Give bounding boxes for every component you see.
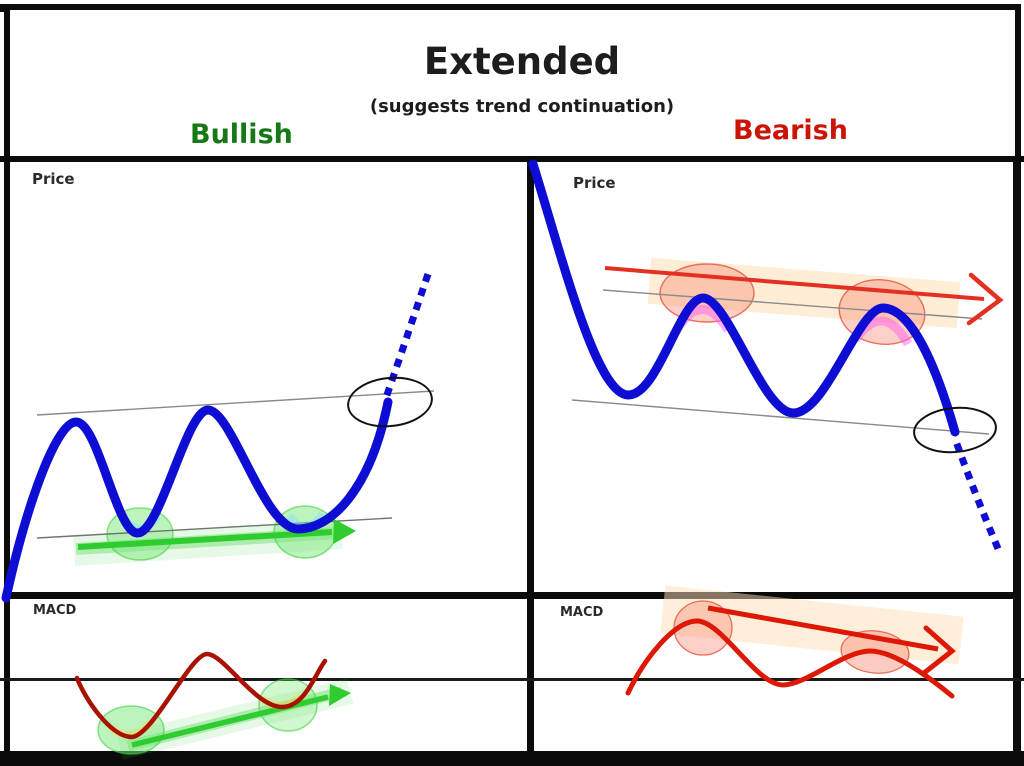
bullish-macd-panel: [74, 651, 354, 760]
bullish-price-panel: [1, 272, 435, 603]
header-bottom-divider: [0, 156, 1024, 162]
bearish-macd-panel: [625, 585, 964, 699]
bearish-breakdown-circle: [913, 406, 997, 454]
bullish-price-panel-label: Price: [32, 170, 75, 188]
bullish-support-arrowhead: [333, 519, 356, 544]
frame-right-bar: [1013, 4, 1021, 751]
macd-bullish-arrowhead: [329, 684, 351, 706]
bullish-continuation-dotted-line: [383, 272, 432, 397]
bullish-support-arrow: [77, 529, 333, 550]
bearish-price-panel-label: Price: [573, 174, 616, 192]
support-trendline: [36, 517, 393, 539]
bullish-breakout-circle: [347, 376, 433, 428]
resistance-trendline: [36, 390, 435, 416]
price-macd-divider: [4, 592, 1021, 599]
bearish-resistance-gray-line: [602, 289, 983, 320]
price-curve-bullish: [1, 397, 393, 603]
macd-zero-line: [0, 678, 1024, 681]
frame-left-bar: [4, 150, 10, 751]
price-curve-bearish: [528, 159, 960, 437]
header-section: Extended (suggests trend continuation): [4, 4, 1021, 162]
bearish-macd-panel-label: MACD: [560, 605, 604, 620]
macd-curve-bearish: [625, 618, 955, 699]
bearish-resistance-arrowhead: [966, 272, 1004, 326]
frame-bottom-bar: [0, 751, 1024, 766]
bearish-continuation-dotted-line: [953, 442, 1007, 563]
bearish-support-trendline: [571, 399, 990, 435]
diagram-subtitle: (suggests trend continuation): [369, 96, 675, 117]
bearish-resistance-arrow: [604, 266, 985, 301]
diagram-title: Extended: [423, 40, 621, 83]
macd-curve-bullish: [74, 651, 328, 740]
macd-bearish-arrowhead: [921, 625, 956, 676]
macd-bearish-arrow: [707, 605, 939, 652]
bearish-price-panel: [528, 159, 1007, 563]
center-vertical-divider: [527, 156, 534, 751]
bearish-column-label: Bearish: [733, 115, 848, 146]
bullish-macd-panel-label: MACD: [33, 603, 77, 618]
bullish-column-label: Bullish: [190, 119, 293, 150]
